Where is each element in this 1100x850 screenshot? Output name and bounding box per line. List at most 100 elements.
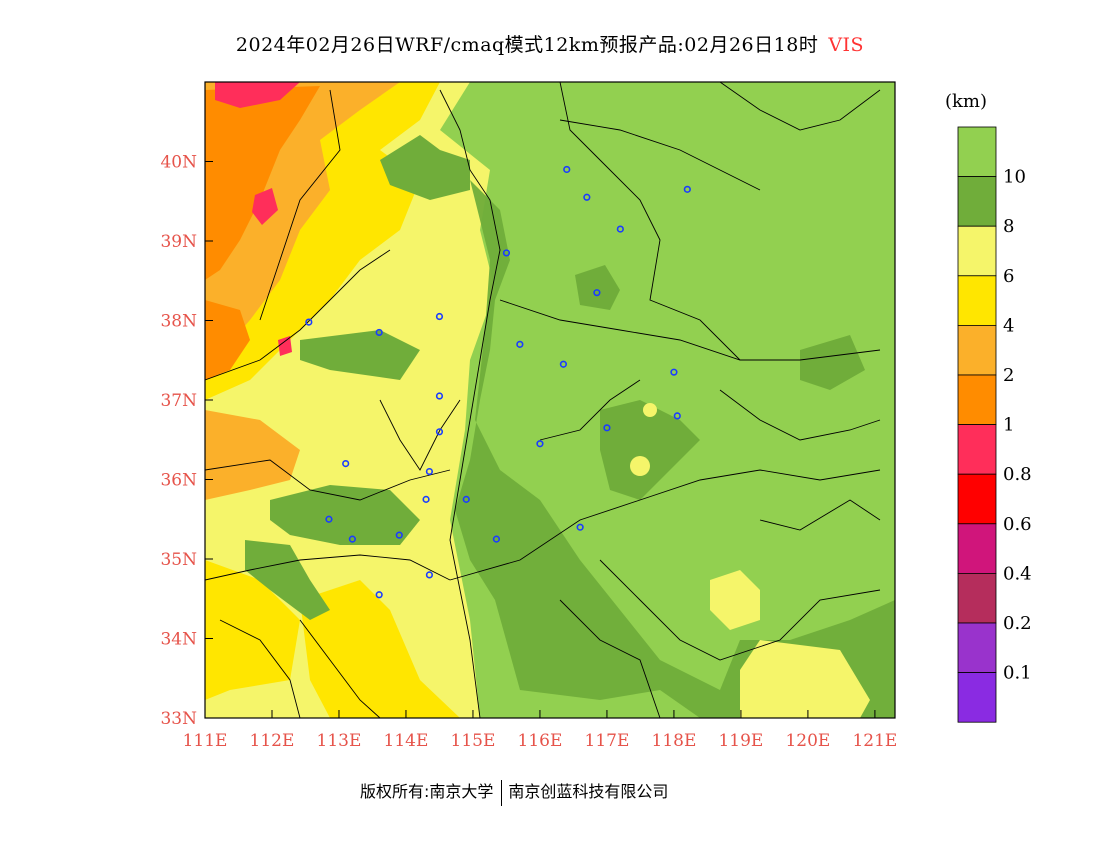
legend-label: 0.4	[1003, 563, 1032, 584]
vis-1km-northwest	[205, 86, 320, 280]
vis-0.8km-spot2	[278, 336, 292, 356]
legend-swatch	[957, 622, 997, 673]
station-marker	[375, 328, 383, 337]
legend-label: 0.1	[1003, 663, 1032, 684]
lat-tick-label: 35N	[160, 550, 197, 570]
lon-tick-label: 111E	[183, 731, 228, 751]
station-marker	[325, 515, 333, 523]
station-marker	[425, 571, 434, 579]
title-variable: VIS	[828, 34, 865, 56]
vis-6km-spot	[630, 456, 650, 476]
copyright-footer: 版权所有:南京大学 南京创蓝科技有限公司	[360, 778, 668, 806]
legend-swatch	[957, 573, 997, 624]
lon-tick-label: 114E	[384, 731, 429, 751]
vis-6km-east	[710, 570, 760, 630]
legend-swatch	[957, 523, 997, 574]
station-marker	[342, 460, 350, 468]
vis-0.8km-spot	[252, 188, 278, 225]
title-main: 2024年02月26日WRF/cmaq模式12km预报产品:02月26日18时	[235, 34, 819, 56]
station-marker	[603, 424, 611, 432]
station-marker	[536, 440, 544, 448]
legend-swatch	[957, 225, 997, 277]
station-marker	[583, 193, 591, 201]
legend-swatch	[957, 424, 997, 475]
lat-tick-label: 37N	[160, 391, 197, 411]
legend-swatch	[957, 176, 997, 227]
station-marker	[683, 185, 691, 193]
station-marker	[576, 523, 584, 531]
lon-tick-label: 112E	[250, 731, 295, 751]
vis-6km-southeast	[740, 640, 870, 718]
legend-label: 6	[1003, 266, 1014, 287]
station-marker	[673, 412, 681, 420]
legend-unit: (km)	[945, 91, 987, 112]
legend-swatch	[957, 275, 997, 326]
footer-separator	[501, 779, 503, 806]
station-marker	[348, 535, 356, 543]
vis-8km-patch7	[800, 335, 865, 390]
station-marker	[435, 392, 444, 400]
map-title: 2024年02月26日WRF/cmaq模式12km预报产品:02月26日18时 V…	[0, 30, 1100, 57]
station-marker	[492, 535, 501, 543]
vis-2km-west	[205, 410, 300, 500]
legend-swatch	[957, 672, 997, 723]
station-marker	[563, 165, 571, 174]
station-marker	[593, 289, 601, 297]
legend-label: 0.6	[1003, 514, 1032, 535]
color-legend: 10 8 6 4 2 1 0.8 0.6 0.4 0.2 0.1	[957, 126, 1032, 723]
station-marker	[435, 428, 444, 436]
vis-8km-band	[455, 180, 895, 718]
vis-8km-patch1	[380, 135, 470, 200]
lat-tick-label: 38N	[160, 312, 197, 332]
legend-label: 0.8	[1003, 464, 1032, 485]
vis-8km-patch6	[600, 400, 700, 500]
vis-8km-patch2	[300, 330, 420, 380]
latitude-axis: 33N 34N 35N 36N 37N 38N 39N 40N	[160, 153, 213, 729]
vis-8km-patch5	[575, 265, 620, 310]
footer-left: 版权所有:南京大学	[360, 782, 494, 801]
legend-label: 10	[1003, 167, 1026, 188]
station-marker	[559, 360, 567, 368]
lon-tick-label: 116E	[518, 731, 563, 751]
legend-swatch	[957, 374, 997, 425]
station-marker	[425, 467, 434, 476]
legend-label: 1	[1003, 415, 1014, 436]
vis-4km-south	[300, 580, 460, 718]
legend-label: 2	[1003, 365, 1014, 386]
vis-6km-spot2	[643, 403, 657, 417]
vis-8km-patch3	[270, 485, 420, 545]
legend-swatch	[957, 473, 997, 525]
legend-swatch	[957, 126, 997, 177]
station-marker	[375, 591, 383, 599]
station-marker	[462, 495, 470, 503]
visibility-field	[205, 82, 895, 718]
lon-tick-label: 120E	[785, 731, 830, 751]
station-marker	[502, 249, 511, 257]
vis-4km-southwest	[205, 560, 300, 700]
lon-tick-label: 118E	[652, 731, 697, 751]
station-marker	[305, 318, 313, 326]
lat-tick-label: 34N	[160, 630, 197, 650]
vis-1km-west	[205, 300, 250, 380]
legend-label: 4	[1003, 315, 1014, 336]
longitude-axis: 111E 112E 113E 114E 115E 116E 117E 118E 119E 120E…	[183, 710, 897, 751]
lat-tick-label: 36N	[160, 471, 197, 491]
lat-tick-label: 33N	[160, 709, 197, 729]
lon-tick-label: 113E	[317, 731, 362, 751]
station-marker	[395, 531, 403, 539]
lon-tick-label: 121E	[852, 731, 897, 751]
province-boundaries	[205, 82, 881, 718]
station-marker	[670, 368, 678, 376]
lon-tick-label: 115E	[451, 731, 496, 751]
station-marker	[435, 312, 444, 321]
station-markers	[305, 165, 691, 599]
vis-8km-patch4	[245, 540, 330, 620]
legend-label: 8	[1003, 216, 1014, 237]
station-marker	[616, 225, 624, 233]
station-marker	[516, 340, 524, 348]
lat-tick-label: 40N	[160, 153, 197, 173]
legend-label: 0.2	[1003, 613, 1032, 634]
vis-0.8km-north	[215, 82, 300, 108]
legend-swatch	[957, 324, 997, 376]
